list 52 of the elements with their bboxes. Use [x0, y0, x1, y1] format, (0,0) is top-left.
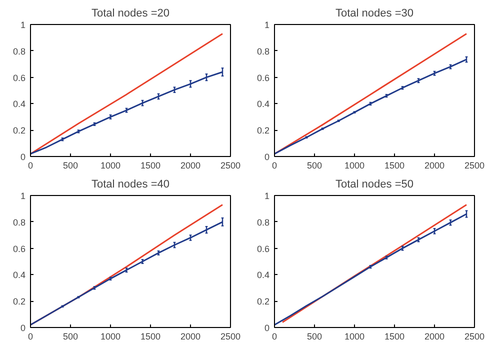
x-tick-label: 1000: [344, 332, 365, 342]
x-tick-label: 0: [28, 332, 34, 342]
x-tick-label: 500: [62, 160, 78, 170]
x-tick-label: 2500: [464, 332, 485, 342]
y-tick-label: 0.8: [256, 217, 270, 228]
x-tick-label: 500: [306, 160, 322, 170]
y-tick-label: 0.4: [12, 270, 26, 280]
x-tick-label: 1500: [140, 332, 161, 342]
x-tick-label: 1500: [384, 332, 405, 342]
x-tick-label: 1500: [384, 160, 405, 170]
y-tick-label: 0.2: [256, 126, 270, 136]
y-tick-label: 1: [264, 20, 270, 30]
x-tick-label: 0: [28, 160, 34, 170]
y-tick-label: 1: [20, 20, 26, 30]
x-tick-label: 2000: [424, 160, 445, 170]
y-tick-label: 0.6: [256, 72, 270, 83]
x-tick-label: 0: [272, 332, 278, 342]
y-tick-label: 0.2: [256, 296, 270, 307]
x-tick-label: 500: [306, 332, 322, 342]
x-tick-label: 1000: [344, 160, 365, 170]
y-tick-label: 0.2: [12, 296, 26, 307]
x-tick-label: 500: [62, 332, 78, 342]
y-tick-label: 0.8: [256, 46, 270, 56]
x-tick-label: 2000: [424, 332, 445, 342]
x-tick-label: 2000: [180, 160, 201, 170]
chart-title: Total nodes =20: [92, 8, 170, 20]
x-tick-label: 0: [272, 160, 278, 170]
y-tick-label: 0.6: [12, 72, 26, 83]
y-tick-label: 0.4: [256, 99, 270, 110]
y-tick-label: 0.6: [256, 244, 270, 254]
chart-title: Total nodes =40: [92, 178, 170, 190]
x-tick-label: 2500: [464, 160, 485, 170]
y-tick-label: 0: [264, 152, 270, 162]
y-tick-label: 0.8: [12, 46, 26, 56]
x-tick-label: 2000: [180, 332, 201, 342]
chart-title: Total nodes =50: [336, 178, 414, 190]
y-tick-label: 0.4: [12, 99, 26, 110]
x-tick-label: 2500: [220, 332, 241, 342]
y-tick-label: 0.2: [12, 126, 26, 136]
y-tick-label: 0: [264, 323, 270, 333]
y-tick-label: 1: [20, 191, 26, 201]
y-tick-label: 0.4: [256, 270, 270, 280]
x-tick-label: 1000: [100, 332, 121, 342]
x-tick-label: 2500: [220, 160, 241, 170]
x-tick-label: 1500: [140, 160, 161, 170]
chart-title: Total nodes =30: [336, 8, 414, 20]
x-tick-label: 1000: [100, 160, 121, 170]
y-tick-label: 0: [20, 323, 26, 333]
y-tick-label: 0: [20, 152, 26, 162]
y-tick-label: 0.6: [12, 244, 26, 254]
y-tick-label: 1: [264, 191, 270, 201]
y-tick-label: 0.8: [12, 217, 26, 228]
